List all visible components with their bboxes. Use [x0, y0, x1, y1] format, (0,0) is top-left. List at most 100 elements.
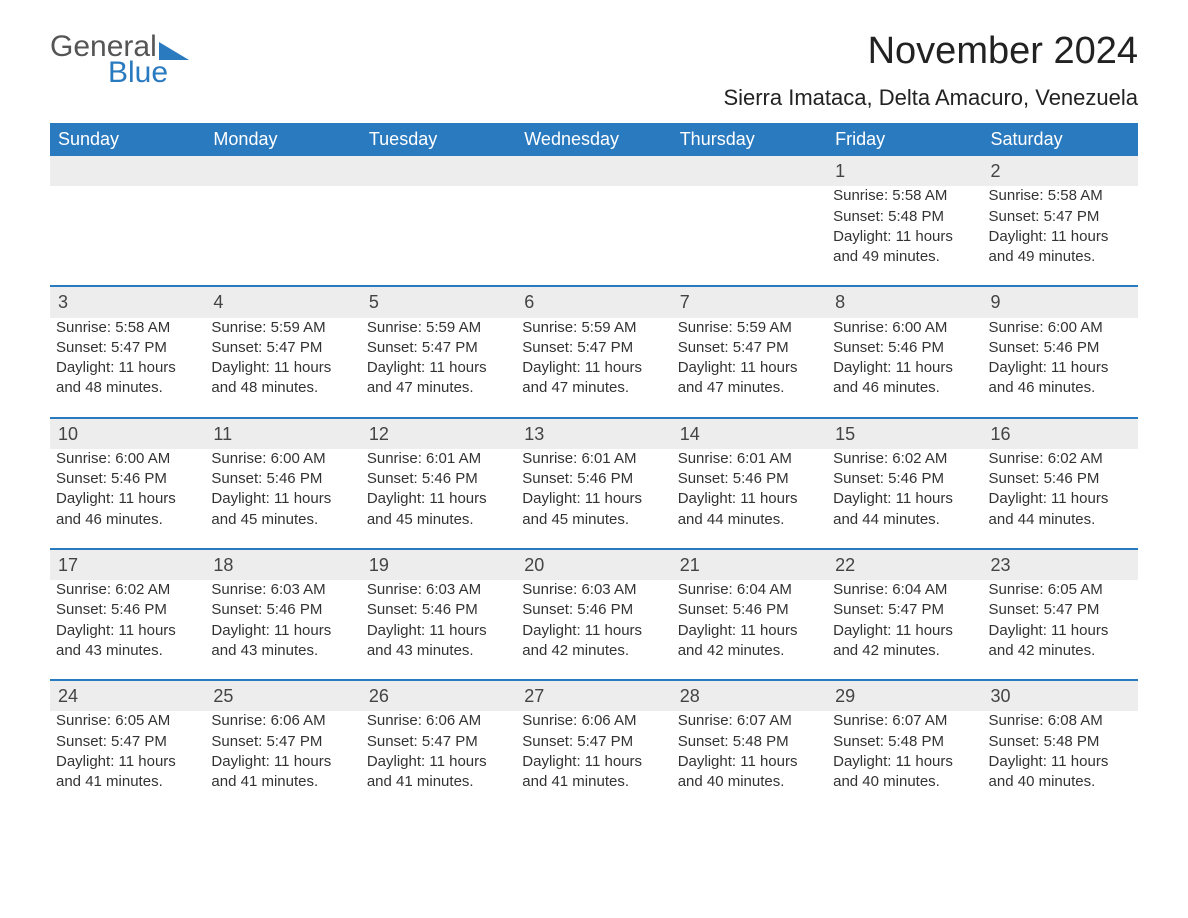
month-title: November 2024: [723, 30, 1138, 73]
sunrise-line: Sunrise: 5:58 AM: [989, 186, 1132, 206]
day-cell: Sunrise: 6:01 AMSunset: 5:46 PMDaylight:…: [361, 449, 516, 549]
daynum-row: 3456789: [50, 286, 1138, 317]
sunset-line: Sunset: 5:48 PM: [833, 207, 976, 227]
daylight-line: Daylight: 11 hours and 41 minutes.: [522, 752, 665, 793]
sunrise-line: Sunrise: 5:58 AM: [56, 318, 199, 338]
sunrise-line: Sunrise: 5:59 AM: [367, 318, 510, 338]
day-number: 17: [50, 549, 205, 580]
sunset-line: Sunset: 5:46 PM: [211, 469, 354, 489]
calendar-body: 12Sunrise: 5:58 AMSunset: 5:48 PMDayligh…: [50, 156, 1138, 810]
day-cell: Sunrise: 6:01 AMSunset: 5:46 PMDaylight:…: [516, 449, 671, 549]
day-number: 29: [827, 680, 982, 711]
empty-cell: [516, 156, 671, 186]
empty-cell: [516, 186, 671, 286]
logo-word2: Blue: [108, 56, 189, 90]
day-cell: Sunrise: 5:58 AMSunset: 5:47 PMDaylight:…: [50, 318, 205, 418]
day-cell: Sunrise: 6:00 AMSunset: 5:46 PMDaylight:…: [50, 449, 205, 549]
sunrise-line: Sunrise: 6:06 AM: [367, 711, 510, 731]
sunset-line: Sunset: 5:46 PM: [989, 469, 1132, 489]
day-number: 12: [361, 418, 516, 449]
sunrise-line: Sunrise: 6:06 AM: [522, 711, 665, 731]
sunrise-line: Sunrise: 6:04 AM: [678, 580, 821, 600]
daylight-line: Daylight: 11 hours and 45 minutes.: [522, 489, 665, 530]
daylight-line: Daylight: 11 hours and 46 minutes.: [56, 489, 199, 530]
day-cell: Sunrise: 6:00 AMSunset: 5:46 PMDaylight:…: [205, 449, 360, 549]
sunset-line: Sunset: 5:48 PM: [989, 732, 1132, 752]
weekday-header: Monday: [205, 123, 360, 156]
day-cell: Sunrise: 6:03 AMSunset: 5:46 PMDaylight:…: [361, 580, 516, 680]
sunrise-line: Sunrise: 6:04 AM: [833, 580, 976, 600]
day-cell: Sunrise: 6:00 AMSunset: 5:46 PMDaylight:…: [983, 318, 1138, 418]
day-cell: Sunrise: 6:02 AMSunset: 5:46 PMDaylight:…: [983, 449, 1138, 549]
sunset-line: Sunset: 5:48 PM: [833, 732, 976, 752]
daylight-line: Daylight: 11 hours and 46 minutes.: [989, 358, 1132, 399]
weekday-header: Wednesday: [516, 123, 671, 156]
sunrise-line: Sunrise: 6:00 AM: [989, 318, 1132, 338]
day-number: 6: [516, 286, 671, 317]
sunset-line: Sunset: 5:46 PM: [211, 600, 354, 620]
daylight-line: Daylight: 11 hours and 45 minutes.: [211, 489, 354, 530]
day-number: 25: [205, 680, 360, 711]
day-number: 3: [50, 286, 205, 317]
daylight-line: Daylight: 11 hours and 45 minutes.: [367, 489, 510, 530]
sunset-line: Sunset: 5:47 PM: [989, 600, 1132, 620]
day-cell: Sunrise: 6:03 AMSunset: 5:46 PMDaylight:…: [205, 580, 360, 680]
sunrise-line: Sunrise: 6:06 AM: [211, 711, 354, 731]
calendar-head: SundayMondayTuesdayWednesdayThursdayFrid…: [50, 123, 1138, 156]
day-cell: Sunrise: 6:07 AMSunset: 5:48 PMDaylight:…: [672, 711, 827, 810]
day-number: 16: [983, 418, 1138, 449]
sunrise-line: Sunrise: 6:05 AM: [56, 711, 199, 731]
day-cell: Sunrise: 6:06 AMSunset: 5:47 PMDaylight:…: [516, 711, 671, 810]
day-number: 26: [361, 680, 516, 711]
day-number: 28: [672, 680, 827, 711]
day-number: 2: [983, 156, 1138, 186]
sunrise-line: Sunrise: 6:01 AM: [678, 449, 821, 469]
day-number: 14: [672, 418, 827, 449]
daylight-line: Daylight: 11 hours and 40 minutes.: [833, 752, 976, 793]
day-number: 15: [827, 418, 982, 449]
day-number: 23: [983, 549, 1138, 580]
weekday-row: SundayMondayTuesdayWednesdayThursdayFrid…: [50, 123, 1138, 156]
day-number: 13: [516, 418, 671, 449]
sunrise-line: Sunrise: 6:08 AM: [989, 711, 1132, 731]
sunset-line: Sunset: 5:48 PM: [678, 732, 821, 752]
daylight-line: Daylight: 11 hours and 42 minutes.: [833, 621, 976, 662]
page-header: General Blue November 2024 Sierra Imatac…: [50, 30, 1138, 119]
empty-cell: [205, 156, 360, 186]
sunrise-line: Sunrise: 6:05 AM: [989, 580, 1132, 600]
sunset-line: Sunset: 5:46 PM: [678, 600, 821, 620]
sunset-line: Sunset: 5:46 PM: [367, 469, 510, 489]
empty-cell: [361, 156, 516, 186]
weekday-header: Tuesday: [361, 123, 516, 156]
daynum-row: 12: [50, 156, 1138, 186]
day-cell: Sunrise: 6:03 AMSunset: 5:46 PMDaylight:…: [516, 580, 671, 680]
sunset-line: Sunset: 5:47 PM: [367, 732, 510, 752]
sunrise-line: Sunrise: 6:02 AM: [989, 449, 1132, 469]
daylight-line: Daylight: 11 hours and 43 minutes.: [367, 621, 510, 662]
title-block: November 2024 Sierra Imataca, Delta Amac…: [723, 30, 1138, 119]
daynum-row: 17181920212223: [50, 549, 1138, 580]
day-cell: Sunrise: 5:58 AMSunset: 5:48 PMDaylight:…: [827, 186, 982, 286]
weekday-header: Saturday: [983, 123, 1138, 156]
day-number: 5: [361, 286, 516, 317]
weekday-header: Friday: [827, 123, 982, 156]
sunrise-line: Sunrise: 6:01 AM: [367, 449, 510, 469]
sunrise-line: Sunrise: 5:58 AM: [833, 186, 976, 206]
day-cell: Sunrise: 6:06 AMSunset: 5:47 PMDaylight:…: [361, 711, 516, 810]
daylight-line: Daylight: 11 hours and 40 minutes.: [678, 752, 821, 793]
daylight-line: Daylight: 11 hours and 47 minutes.: [367, 358, 510, 399]
day-cell: Sunrise: 5:58 AMSunset: 5:47 PMDaylight:…: [983, 186, 1138, 286]
day-cell: Sunrise: 6:00 AMSunset: 5:46 PMDaylight:…: [827, 318, 982, 418]
sunset-line: Sunset: 5:46 PM: [989, 338, 1132, 358]
daylight-line: Daylight: 11 hours and 43 minutes.: [211, 621, 354, 662]
day-cell: Sunrise: 6:04 AMSunset: 5:46 PMDaylight:…: [672, 580, 827, 680]
daylight-line: Daylight: 11 hours and 44 minutes.: [833, 489, 976, 530]
day-number: 27: [516, 680, 671, 711]
daylight-line: Daylight: 11 hours and 41 minutes.: [367, 752, 510, 793]
day-number: 4: [205, 286, 360, 317]
day-number: 18: [205, 549, 360, 580]
day-cell: Sunrise: 6:08 AMSunset: 5:48 PMDaylight:…: [983, 711, 1138, 810]
sunrise-line: Sunrise: 6:00 AM: [833, 318, 976, 338]
day-cell: Sunrise: 6:07 AMSunset: 5:48 PMDaylight:…: [827, 711, 982, 810]
day-number: 1: [827, 156, 982, 186]
